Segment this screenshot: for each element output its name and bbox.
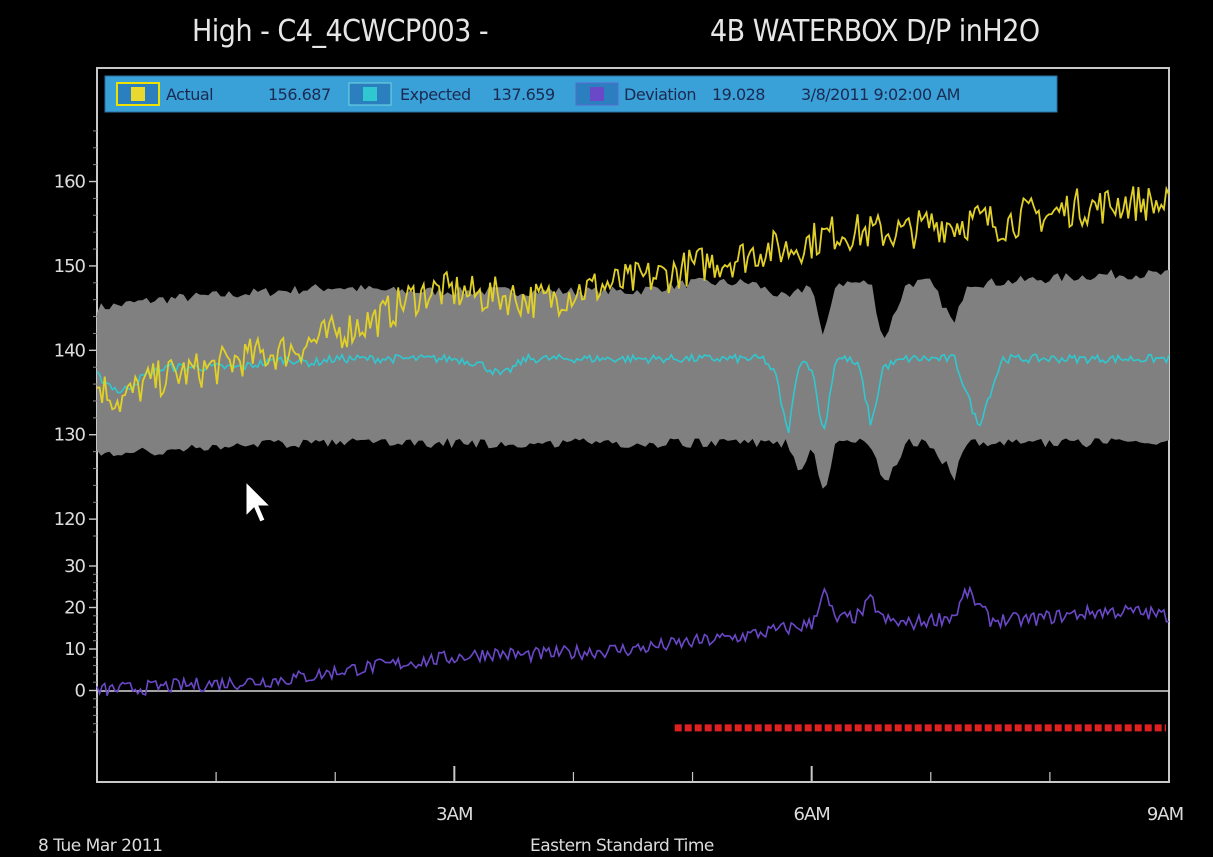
- footer-date: 8 Tue Mar 2011: [38, 836, 162, 856]
- legend-expected-marker: [363, 87, 377, 101]
- y-tick-label: 30: [64, 556, 85, 577]
- y-tick-label: 130: [54, 425, 86, 446]
- legend-deviation-value: 19.028: [712, 85, 765, 104]
- y-tick-label: 150: [54, 256, 86, 277]
- y-tick-label: 160: [54, 172, 86, 193]
- deviation-line: [96, 585, 1170, 697]
- mouse-cursor-icon: [245, 480, 272, 523]
- legend-expected-label: Expected: [400, 85, 471, 104]
- chart-title-left: High - C4_4CWCP003 -: [192, 14, 489, 49]
- y-axis-lower: 0 10 20 30: [64, 556, 97, 733]
- y-tick-label: 140: [54, 340, 86, 361]
- upper-panel: [96, 185, 1170, 489]
- legend-deviation-marker: [590, 87, 604, 101]
- y-tick-label: 0: [75, 681, 86, 702]
- footer-timezone: Eastern Standard Time: [530, 836, 714, 856]
- legend-actual-marker: [131, 87, 145, 101]
- x-tick-label: 3AM: [436, 804, 472, 825]
- x-axis: 3AM 6AM 9AM: [96, 766, 1184, 825]
- x-tick-label: 6AM: [794, 804, 830, 825]
- legend: Actual 156.687 Expected 137.659 Deviatio…: [104, 75, 1058, 113]
- chart-title-right: 4B WATERBOX D/P inH2O: [710, 14, 1040, 49]
- legend-timestamp: 3/8/2011 9:02:00 AM: [801, 85, 960, 104]
- legend-actual-label: Actual: [166, 85, 213, 104]
- legend-actual-value: 156.687: [268, 85, 331, 104]
- actual-line: [96, 185, 1170, 413]
- x-tick-label: 9AM: [1147, 804, 1183, 825]
- expected-band: [97, 269, 1169, 489]
- legend-expected-value: 137.659: [492, 85, 555, 104]
- y-tick-label: 20: [64, 598, 85, 619]
- y-tick-label: 120: [54, 509, 86, 530]
- y-axis-upper: 120 130 140 150 160: [54, 130, 97, 537]
- lower-panel: [96, 585, 1170, 732]
- y-tick-label: 10: [64, 639, 85, 660]
- legend-deviation-label: Deviation: [624, 85, 696, 104]
